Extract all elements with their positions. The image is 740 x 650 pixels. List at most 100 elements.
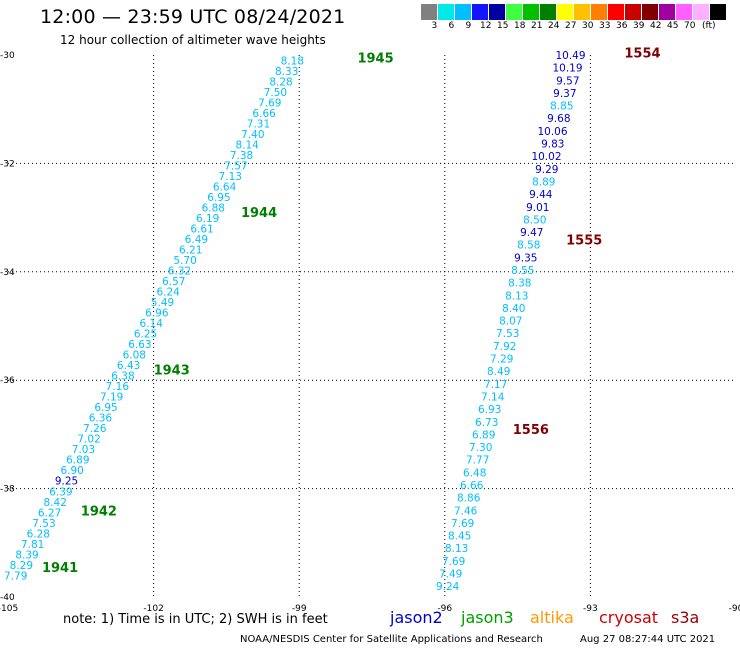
- legend-label: 6: [448, 21, 455, 31]
- wave-height-label: 8.29: [10, 560, 33, 572]
- wave-height-label: 9.47: [520, 227, 543, 239]
- satellite-jason3: jason3: [461, 608, 514, 627]
- wave-height-label: 7.79: [4, 570, 27, 582]
- wave-height-label: 7.17: [484, 379, 507, 391]
- wave-height-label: 7.31: [247, 118, 270, 130]
- satellite-jason2: jason2: [390, 608, 443, 627]
- pass-time-label: 1554: [624, 46, 660, 61]
- legend-swatch: [523, 4, 540, 20]
- wave-height-label: 9.01: [526, 202, 549, 214]
- wave-height-label: 6.32: [168, 266, 191, 278]
- pass-time-label: 1555: [566, 233, 602, 248]
- wave-height-label: 6.66: [460, 480, 484, 492]
- legend-swatch: [574, 4, 591, 20]
- legend-label: 42: [650, 21, 662, 31]
- wave-height-label: 7.03: [72, 444, 95, 456]
- wave-height-label: 6.39: [49, 486, 72, 498]
- legend-swatch: [625, 4, 642, 20]
- wave-height-label: 8.58: [517, 240, 540, 252]
- wave-height-label: 9.35: [514, 252, 537, 264]
- wave-height-label: 8.42: [44, 497, 67, 509]
- wave-height-label: 8.14: [235, 139, 259, 151]
- wave-height-label: 6.14: [140, 318, 164, 330]
- wave-height-label: 7.53: [496, 328, 519, 340]
- pass-time-label: 1944: [241, 206, 277, 221]
- wave-height-label: 7.38: [230, 150, 253, 162]
- wave-height-label: 6.61: [190, 224, 213, 236]
- legend-swatch: [455, 4, 472, 20]
- wave-height-label: 6.48: [463, 467, 486, 479]
- legend-swatch: [676, 4, 693, 20]
- wave-height-label: 9.83: [541, 139, 564, 151]
- wave-height-label: 9.57: [556, 75, 579, 87]
- legend-label: 33: [599, 21, 611, 31]
- legend-label: 9: [465, 21, 472, 31]
- legend-label: 45: [667, 21, 679, 31]
- legend-swatch: [608, 4, 625, 20]
- wave-height-label: 6.88: [202, 203, 225, 215]
- color-scale-legend: [421, 4, 727, 20]
- wave-height-label: 8.45: [448, 531, 471, 543]
- wave-height-label: 7.77: [466, 455, 489, 467]
- wave-height-label: 7.53: [32, 518, 55, 530]
- wave-height-label: 7.57: [224, 161, 247, 173]
- wave-height-label: 7.69: [442, 556, 465, 568]
- legend-label: 12: [480, 21, 492, 31]
- y-tick-label: -40: [0, 593, 15, 603]
- x-tick-label: -93: [583, 604, 598, 614]
- legend-swatch: [557, 4, 574, 20]
- wave-height-label: 8.50: [523, 214, 546, 226]
- wave-height-label: 8.18: [281, 55, 304, 67]
- wave-height-label: 5.49: [151, 297, 174, 309]
- legend-label: 36: [616, 21, 628, 31]
- wave-height-label: 7.26: [83, 423, 107, 435]
- wave-height-label: 8.55: [511, 265, 534, 277]
- satellite-cryosat: cryosat: [599, 608, 659, 627]
- wave-height-label: 8.28: [269, 76, 292, 88]
- wave-height-label: 7.02: [77, 434, 100, 446]
- y-tick-label: -34: [0, 268, 15, 278]
- legend-label: 70: [684, 21, 696, 31]
- generation-timestamp: Aug 27 08:27:44 UTC 2021: [580, 634, 716, 645]
- wave-height-label: 6.66: [252, 108, 276, 120]
- wave-height-label: 8.33: [275, 66, 298, 78]
- wave-height-label: 7.16: [106, 381, 130, 393]
- footer-note: note: 1) Time is in UTC; 2) SWH is in fe…: [63, 612, 328, 627]
- legend-swatch: [693, 4, 710, 20]
- wave-height-label: 9.24: [436, 581, 460, 593]
- wave-height-label: 8.86: [457, 493, 481, 505]
- legend-label: 39: [633, 21, 645, 31]
- wave-height-label: 7.92: [493, 341, 516, 353]
- legend-swatch: [506, 4, 523, 20]
- chart-title: 12:00 — 23:59 UTC 08/24/2021: [40, 6, 346, 28]
- credit-line: NOAA/NESDIS Center for Satellite Applica…: [240, 634, 543, 645]
- wave-height-label: 6.73: [475, 417, 498, 429]
- satellite-altika: altika: [530, 608, 574, 627]
- wave-height-label: 7.49: [439, 569, 462, 581]
- wave-height-label: 7.46: [454, 505, 478, 517]
- wave-height-label: 6.89: [66, 455, 89, 467]
- x-tick-label: -102: [143, 604, 163, 614]
- legend-swatch: [710, 4, 727, 20]
- wave-height-label: 8.85: [550, 101, 573, 113]
- wave-height-label: 6.27: [38, 507, 61, 519]
- wave-height-label: 8.38: [508, 278, 531, 290]
- wave-height-label: 6.93: [478, 404, 501, 416]
- wave-height-label: 6.89: [472, 429, 495, 441]
- wave-height-label: 8.39: [15, 549, 38, 561]
- wave-height-label: 6.25: [134, 329, 157, 341]
- wave-height-label: 9.25: [55, 476, 78, 488]
- legend-label: 18: [514, 21, 526, 31]
- wave-height-label: 9.44: [529, 189, 553, 201]
- wave-height-label: 8.89: [532, 176, 555, 188]
- y-tick-label: -32: [0, 159, 15, 169]
- wave-height-label: 7.69: [258, 97, 281, 109]
- legend-label: 15: [497, 21, 509, 31]
- x-tick-label: -96: [437, 604, 452, 614]
- legend-label: 3: [431, 21, 438, 31]
- wave-height-label: 6.49: [185, 234, 208, 246]
- wave-height-label: 6.19: [196, 213, 219, 225]
- legend-swatch: [489, 4, 506, 20]
- legend-swatch: [540, 4, 557, 20]
